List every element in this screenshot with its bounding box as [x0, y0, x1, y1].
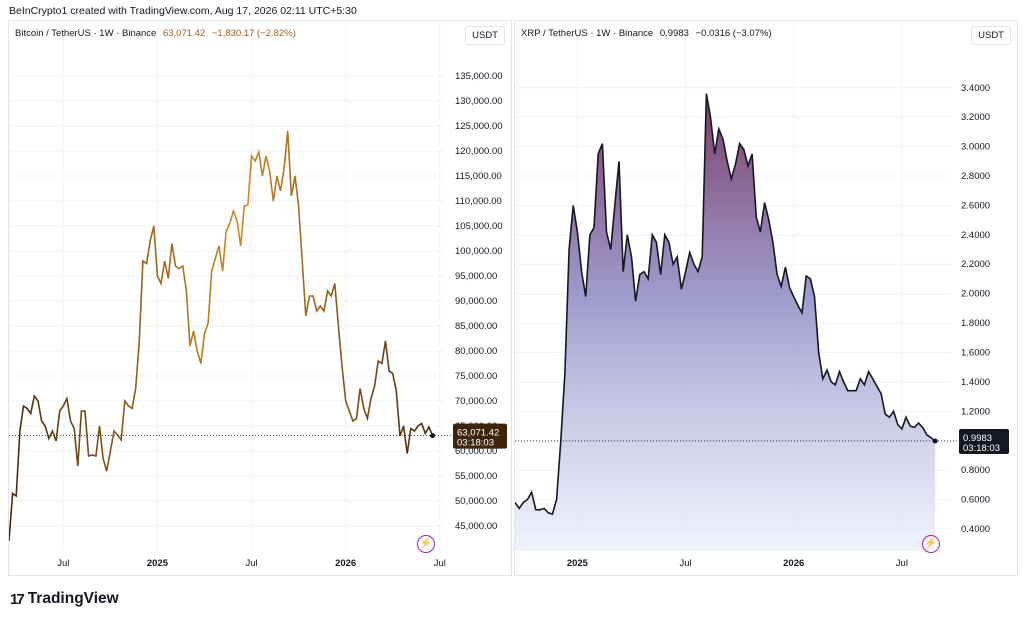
y-tick-label: 135,000.00 [455, 71, 503, 82]
y-tick-label: 2.8000 [961, 171, 990, 182]
xrp-price-line [515, 93, 936, 516]
price-tag-value: 0.9983 [963, 433, 992, 444]
x-tick-label: Jul [434, 558, 446, 569]
xrp-chart-canvas[interactable]: 3.4000 3.2000 3.0000 2.8000 2.6000 2.4000 2.20… [515, 21, 1017, 575]
y-tick-label: 1.8000 [961, 318, 990, 329]
xrp-chart-panel[interactable]: 3.4000 3.2000 3.0000 2.8000 2.6000 2.4000 2.20… [514, 20, 1018, 576]
y-tick-label: 3.0000 [961, 142, 990, 153]
last-point-marker [932, 438, 938, 444]
y-tick-label: 105,000.00 [455, 221, 503, 232]
y-tick-label: 115,000.00 [455, 171, 502, 182]
y-tick-label: 120,000.00 [455, 146, 503, 157]
last-point-marker [430, 433, 436, 439]
x-tick-label: Jul [679, 558, 691, 569]
y-tick-label: 2.0000 [961, 289, 990, 300]
btc-chart-panel[interactable]: 135,000.00 130,000.00 125,000.00 120,000.00… [8, 20, 512, 576]
y-tick-label: 0.6000 [961, 495, 990, 506]
lightning-icon[interactable]: ⚡ [922, 535, 940, 553]
xrp-change: −0.0316 (−3.07%) [695, 28, 772, 39]
xrp-legend: XRP / TetherUS · 1W · Binance 0.9983 −0.… [521, 28, 772, 39]
price-tag-countdown: 03:18:03 [457, 438, 494, 449]
y-tick-label: 55,000.00 [455, 471, 497, 482]
lightning-icon[interactable]: ⚡ [417, 535, 435, 553]
price-tag-value: 63,071.42 [457, 428, 499, 439]
tradingview-logo-label: TradingView [27, 590, 119, 607]
x-tick-label: 2025 [147, 558, 169, 569]
y-tick-label: 2.2000 [961, 259, 990, 270]
y-tick-label: 75,000.00 [455, 371, 497, 382]
y-tick-label: 95,000.00 [455, 271, 497, 282]
price-tag [453, 423, 507, 449]
btc-chart-canvas[interactable]: 135,000.00 130,000.00 125,000.00 120,000.00… [9, 21, 511, 575]
x-tick-label: 2026 [783, 558, 804, 569]
price-tag [959, 428, 1009, 454]
y-tick-label: 1.2000 [961, 406, 990, 417]
y-tick-label: 125,000.00 [455, 121, 503, 132]
xrp-currency-unit[interactable]: USDT [971, 26, 1011, 45]
chart-attribution: BeInCrypto1 created with TradingView.com… [9, 5, 357, 17]
y-tick-label: 60,000.00 [455, 446, 497, 457]
y-tick-label: 100,000.00 [455, 246, 503, 257]
xrp-last-price: 0.9983 [659, 28, 689, 39]
btc-symbol: Bitcoin / TetherUS · 1W · Binance [15, 28, 157, 39]
y-tick-label: 90,000.00 [455, 296, 497, 307]
btc-last-price: 63,071.42 [162, 28, 206, 39]
y-tick-label: 3.2000 [961, 112, 990, 123]
y-tick-label: 3.4000 [961, 83, 990, 94]
btc-change: −1,830.17 (−2.82%) [211, 28, 296, 39]
y-tick-label: 2.6000 [961, 200, 990, 211]
y-tick-label: 0.8000 [961, 465, 990, 476]
y-tick-label: 1.4000 [961, 377, 990, 388]
x-tick-label: 2025 [567, 558, 589, 569]
y-tick-label: 110,000.00 [455, 196, 502, 207]
x-tick-label: Jul [57, 558, 69, 569]
y-tick-label: 45,000.00 [455, 521, 497, 532]
xrp-symbol: XRP / TetherUS · 1W · Binance [521, 28, 654, 39]
tradingview-logo[interactable]: 17 TradingView [10, 590, 119, 608]
tradingview-logo-icon: 17 [10, 590, 25, 608]
btc-price-line [9, 130, 434, 542]
y-tick-label: 130,000.00 [455, 96, 503, 107]
price-tag-countdown: 03:18:03 [963, 443, 1000, 454]
y-tick-label: 0.4000 [961, 524, 990, 535]
x-tick-label: 2026 [335, 558, 356, 569]
y-tick-label: 1.6000 [961, 347, 990, 358]
y-tick-label: 2.4000 [961, 230, 990, 241]
y-tick-label: 50,000.00 [455, 496, 497, 507]
xrp-area-fill [515, 93, 936, 551]
x-tick-label: Jul [245, 558, 257, 569]
x-tick-label: Jul [896, 558, 908, 569]
y-tick-label: 80,000.00 [455, 346, 497, 357]
y-tick-label: 85,000.00 [455, 321, 497, 332]
btc-legend: Bitcoin / TetherUS · 1W · Binance 63,071… [15, 28, 296, 39]
btc-currency-unit[interactable]: USDT [465, 26, 505, 45]
y-tick-label: 70,000.00 [455, 396, 497, 407]
